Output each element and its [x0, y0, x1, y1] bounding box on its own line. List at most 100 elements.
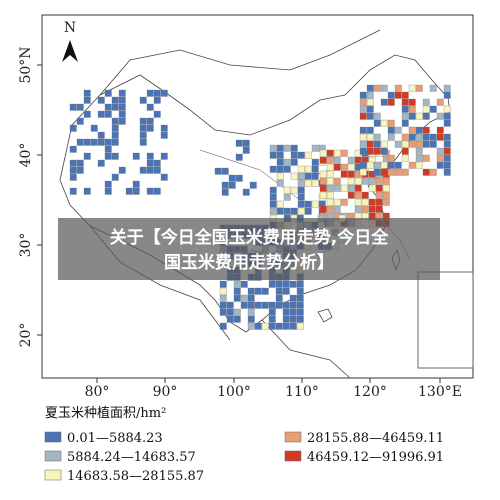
grid-cell: [118, 103, 126, 111]
legend-label: 28155.88—46459.11: [307, 431, 444, 446]
grid-cell: [254, 322, 262, 330]
grid-cell: [311, 165, 319, 173]
grid-cell: [422, 154, 430, 162]
axes: 80° 90° 100° 110° 120° 130°E 20° 30° 40° 50°N: [18, 46, 462, 400]
grid-cell: [373, 161, 381, 169]
grid-cell: [226, 315, 234, 323]
grid-cell: [368, 205, 376, 213]
grid-cell: [326, 191, 334, 199]
grid-cell: [319, 184, 327, 192]
grid-cell: [380, 84, 388, 92]
grid-cell: [118, 117, 126, 125]
grid-cell: [429, 105, 437, 113]
grid-cell: [340, 149, 348, 157]
grid-cell: [297, 165, 305, 173]
grid-cell: [387, 154, 395, 162]
grid-cell: [297, 179, 305, 187]
grid-cell: [359, 105, 367, 113]
grid-cell: [311, 179, 319, 187]
grid-cell: [333, 205, 341, 213]
grid-cell: [219, 287, 227, 295]
grid-cell: [254, 287, 262, 295]
grid-cell: [153, 166, 161, 174]
grid-cell: [146, 152, 154, 160]
grid-cell: [387, 119, 395, 127]
grid-cell: [368, 198, 376, 206]
grid-cell: [340, 170, 348, 178]
grid-cell: [361, 198, 369, 206]
grid-cell: [319, 149, 327, 157]
grid-cell: [153, 110, 161, 118]
grid-cell: [304, 207, 312, 215]
grid-cell: [443, 140, 451, 148]
grid-cell: [97, 159, 105, 167]
grid-cell: [408, 126, 416, 134]
grid-cell: [69, 145, 77, 153]
grid-cell: [401, 112, 409, 120]
grid-cell: [366, 161, 374, 169]
grid-cell: [76, 159, 84, 167]
grid-cell: [401, 98, 409, 106]
legend-swatch: [284, 431, 302, 443]
grid-cell: [359, 140, 367, 148]
grid-cell: [408, 112, 416, 120]
grid-cell: [415, 126, 423, 134]
grid-cell: [226, 301, 234, 309]
grid-cell: [326, 205, 334, 213]
grid-cell: [69, 187, 77, 195]
grid-cell: [254, 301, 262, 309]
grid-cell: [443, 112, 451, 120]
grid-cell: [436, 133, 444, 141]
north-label: N: [64, 20, 76, 36]
grid-cell: [275, 322, 283, 330]
grid-cell: [289, 301, 297, 309]
grid-cell: [69, 166, 77, 174]
grid-cell: [333, 163, 341, 171]
grid-cell: [311, 144, 319, 152]
grid-cell: [153, 89, 161, 97]
grid-cell: [269, 144, 277, 152]
lat-label: 20°: [18, 323, 34, 348]
grid-cell: [347, 163, 355, 171]
grid-cell: [326, 170, 334, 178]
grid-cell: [296, 294, 304, 302]
grid-cell: [366, 98, 374, 106]
lon-label: 130°E: [418, 384, 462, 400]
grid-cell: [436, 154, 444, 162]
grid-cell: [366, 140, 374, 148]
grid-cell: [436, 98, 444, 106]
legend-swatch: [44, 450, 62, 462]
grid-cell: [247, 308, 255, 316]
grid-cell: [283, 158, 291, 166]
grid-cell: [160, 124, 168, 132]
grid-cell: [387, 168, 395, 176]
grid-cell: [387, 133, 395, 141]
grid-cell: [422, 140, 430, 148]
grid-cell: [282, 308, 290, 316]
grid-cell: [366, 126, 374, 134]
grid-cell: [249, 181, 257, 189]
grid-cell: [69, 124, 77, 132]
lat-label: 40°: [18, 143, 34, 168]
grid-cell: [219, 280, 227, 288]
grid-cell: [139, 138, 147, 146]
grid-cell: [146, 89, 154, 97]
grid-cell: [359, 147, 367, 155]
grid-cell: [118, 89, 126, 97]
grid-cell: [290, 207, 298, 215]
grid-cell: [275, 301, 283, 309]
grid-cell: [436, 147, 444, 155]
grid-cell: [361, 205, 369, 213]
grid-cell: [319, 191, 327, 199]
grid-cell: [326, 156, 334, 164]
grid-cell: [268, 322, 276, 330]
grid-cell: [415, 84, 423, 92]
grid-cell: [366, 91, 374, 99]
grid-cell: [97, 131, 105, 139]
lon-label: 110°: [285, 384, 319, 400]
grid-cell: [261, 322, 269, 330]
grid-cell: [111, 117, 119, 125]
grid-cell: [104, 180, 112, 188]
grid-cell: [408, 140, 416, 148]
grid-cell: [146, 117, 154, 125]
